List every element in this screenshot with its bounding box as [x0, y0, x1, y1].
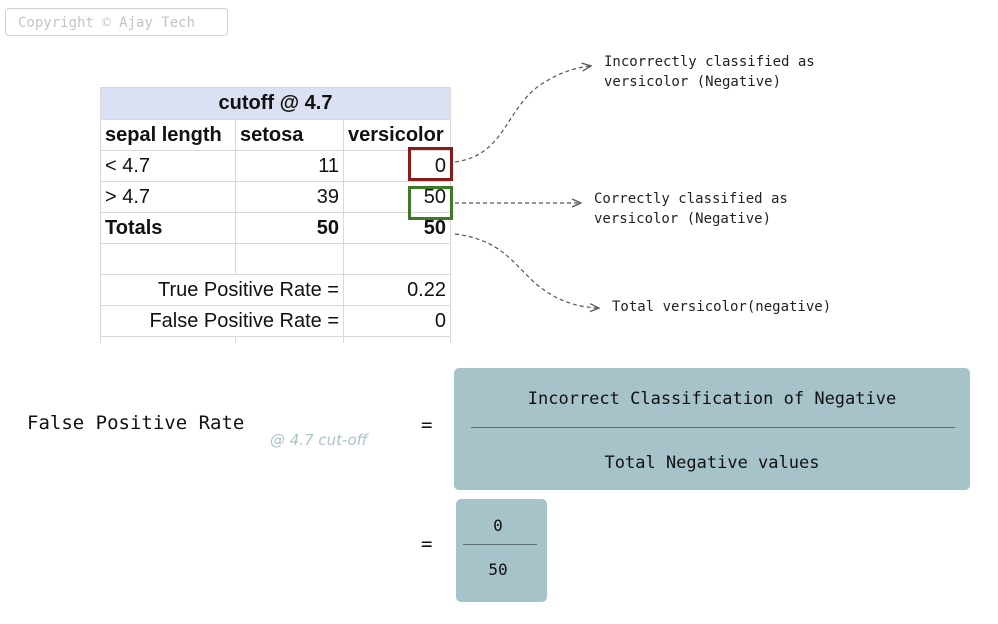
table-row-totals: Totals 50 50 [100, 212, 451, 244]
note-incorrect: Incorrectly classified as versicolor (Ne… [604, 54, 815, 90]
table-title: cutoff @ 4.7 [100, 87, 451, 120]
table-cell: Totals [100, 212, 236, 244]
table-cell: 50 [343, 212, 451, 244]
table-row-tail [100, 336, 451, 343]
value-numerator: 0 [493, 516, 503, 535]
correct-highlight-box [408, 186, 453, 220]
table-row-tpr: True Positive Rate = 0.22 [100, 274, 451, 306]
arrow-incorrect [454, 66, 590, 163]
formula-denominator: Total Negative values [604, 453, 820, 473]
col-header-setosa: setosa [235, 119, 344, 151]
fraction-bar [463, 544, 537, 545]
value-denominator: 50 [488, 560, 508, 579]
table-cell [343, 336, 451, 343]
table-row-fpr: False Positive Rate = 0 [100, 305, 451, 337]
table-row: > 4.7 39 50 [100, 181, 451, 213]
copyright-badge: Copyright © Ajay Tech [5, 8, 228, 36]
table-row: < 4.7 11 0 [100, 150, 451, 182]
table-cell: 50 [235, 212, 344, 244]
value-fraction: 0 50 [456, 499, 547, 602]
formula-label: False Positive Rate [27, 412, 245, 434]
tpr-label: True Positive Rate = [100, 274, 344, 306]
arrow-total [454, 233, 598, 308]
cutoff-note: @ 4.7 cut-off [270, 431, 368, 449]
confusion-table: cutoff @ 4.7 sepal length setosa versico… [100, 87, 451, 343]
table-cell: 0 [343, 150, 451, 182]
formula-numerator: Incorrect Classification of Negative [527, 389, 897, 409]
equals-sign: = [421, 414, 433, 436]
incorrect-highlight-box [408, 147, 453, 181]
formula-fraction: Incorrect Classification of Negative Tot… [454, 368, 970, 490]
equals-sign: = [421, 533, 433, 555]
tpr-value: 0.22 [343, 274, 451, 306]
fraction-bar [471, 427, 955, 428]
note-correct: Correctly classified as versicolor (Nega… [594, 191, 788, 227]
note-total: Total versicolor(negative) [612, 299, 832, 315]
table-cell: 11 [235, 150, 344, 182]
col-header-versicolor: versicolor [343, 119, 451, 151]
